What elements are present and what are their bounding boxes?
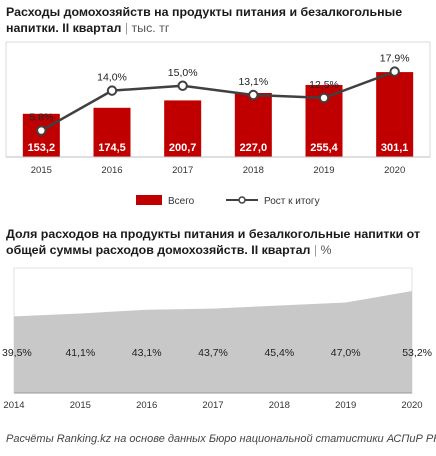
growth-point-2020 [389, 66, 400, 77]
bar-2016 [93, 107, 131, 157]
area-x-tick-2020: 2020 [401, 400, 422, 411]
x-tick-2019: 2019 [313, 165, 334, 176]
chart2-plot: 39,5% 2014 41,1% 2015 43,1% 2016 43,7% 2017 45,4… [2, 267, 432, 411]
legend-swatch-line-marker [238, 196, 246, 204]
bar-2017 [164, 100, 202, 157]
x-tick-2015: 2015 [31, 165, 52, 176]
chart2-title: Доля расходов на продукты питания и беза… [6, 227, 421, 257]
growth-point-2017 [177, 80, 188, 91]
growth-label-2020: 17,9% [380, 53, 410, 65]
area-x-tick-2019: 2019 [335, 400, 356, 411]
growth-point-2019 [318, 92, 330, 104]
bar-label-2019: 255,4 [310, 142, 338, 154]
chart1-unit: тыс. тг [131, 21, 170, 35]
growth-label-2019: 12,5% [309, 79, 339, 91]
area-label-2020: 53,2% [402, 347, 432, 359]
x-tick-2017: 2017 [172, 165, 193, 176]
chart1-title: Расходы домохозяйств на продукты питания… [6, 5, 403, 35]
legend-label-bar: Всего [168, 196, 195, 207]
area-x-tick-2018: 2018 [269, 400, 290, 411]
bar-label-2016: 174,5 [98, 142, 126, 154]
chart2-unit: % [320, 243, 332, 257]
growth-point-2018 [248, 89, 259, 101]
growth-label-2015: 5,8% [29, 112, 53, 124]
bar-label-2020: 301,1 [381, 142, 409, 154]
growth-label-2016: 14,0% [97, 72, 127, 84]
area-label-2014: 39,5% [2, 347, 32, 359]
area-label-2019: 47,0% [331, 347, 361, 359]
growth-point-2016 [106, 85, 118, 96]
area-label-2015: 41,1% [65, 347, 95, 359]
area-label-2018: 45,4% [264, 347, 294, 359]
area-label-2016: 43,1% [132, 347, 162, 359]
area-label-2017: 43,7% [198, 347, 228, 359]
area-x-tick-2014: 2014 [3, 400, 24, 411]
bar-2020 [376, 72, 414, 157]
bar-2018 [234, 92, 272, 157]
legend-label-line: Рост к итогу [264, 196, 320, 207]
area-x-tick-2016: 2016 [136, 400, 157, 411]
bar-label-2015: 153,2 [28, 142, 56, 154]
bar-label-2017: 200,7 [169, 142, 197, 154]
growth-label-2018: 13,1% [238, 76, 268, 88]
area-x-tick-2017: 2017 [202, 400, 223, 411]
share-area [14, 291, 412, 393]
bar-label-2018: 227,0 [240, 142, 268, 154]
x-tick-2020: 2020 [384, 165, 405, 176]
area-x-tick-2015: 2015 [70, 400, 91, 411]
x-tick-2018: 2018 [243, 165, 264, 176]
source-footer: Расчёты Ranking.kz на основе данных Бюро… [6, 433, 436, 445]
growth-point-2015 [36, 125, 47, 136]
chart1-plot: 153,2 2015 174,5 2016 200,7 2017 227,0 2018 255,… [5, 41, 431, 207]
growth-label-2017: 15,0% [168, 67, 198, 79]
legend-swatch-bar [136, 195, 162, 205]
growth-line [40, 70, 396, 132]
x-tick-2016: 2016 [101, 165, 122, 176]
